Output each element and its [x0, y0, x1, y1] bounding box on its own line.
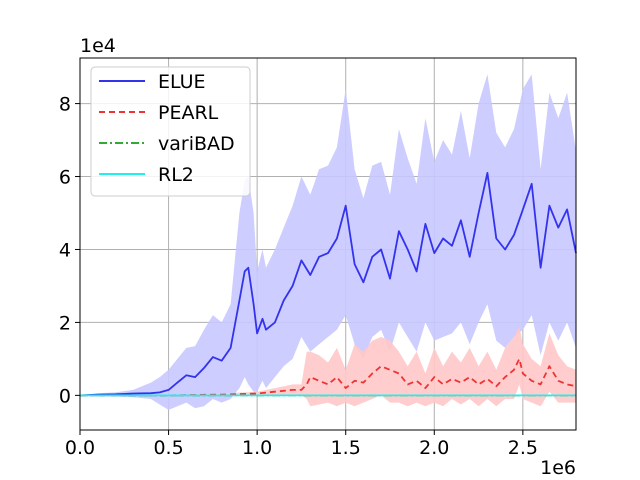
band-layer	[80, 74, 576, 410]
x-multiplier-label: 1e6	[540, 457, 576, 479]
plot-frame	[79, 57, 577, 431]
band-pearl	[80, 326, 576, 407]
x-tick-label: 2.0	[419, 437, 449, 459]
x-tick-label: 2.5	[508, 437, 538, 459]
y-tick-label: 0	[59, 385, 71, 407]
legend-box	[90, 66, 251, 197]
x-tick-label: 1.5	[331, 437, 361, 459]
series-line-pearl	[80, 357, 577, 397]
legend-label-elue: ELUE	[158, 71, 206, 93]
legend-label-rl2: RL2	[158, 164, 194, 186]
band-elue	[80, 74, 576, 410]
legend: ELUE PEARL variBAD RL2	[90, 66, 251, 197]
tick-layer: 0.0 0.5 1.0 1.5 2.0 2.5 0 2 4 6 8	[59, 94, 538, 459]
y-tick-label: 6	[59, 167, 71, 189]
x-tick-label: 0.0	[65, 437, 95, 459]
x-tick-label: 1.0	[242, 437, 272, 459]
line-layer	[79, 171, 577, 397]
y-tick-label: 4	[59, 239, 71, 261]
legend-label-pearl: PEARL	[158, 102, 219, 124]
y-tick-label: 2	[59, 312, 71, 334]
y-multiplier-label: 1e4	[80, 35, 116, 57]
series-line-elue	[79, 171, 577, 397]
y-tick-label: 8	[59, 94, 71, 116]
legend-label-varibad: variBAD	[158, 133, 235, 155]
x-tick-label: 0.5	[153, 437, 183, 459]
